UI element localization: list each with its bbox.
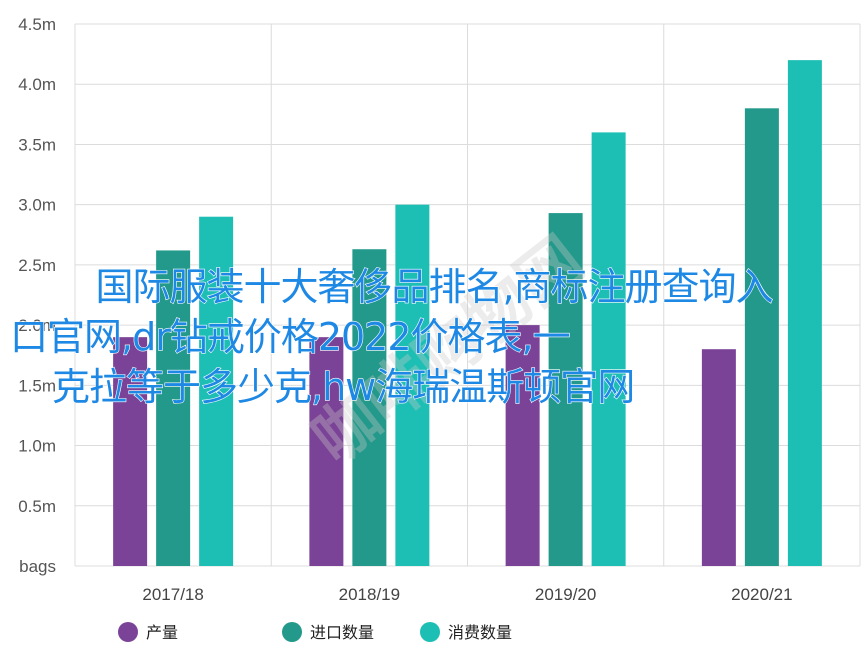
legend-label: 产量 [146, 623, 178, 642]
y-tick-label: 2.0m [18, 316, 56, 335]
x-tick-label: 2017/18 [142, 585, 203, 604]
bar-2-2 [352, 249, 387, 566]
y-tick-label: 1.5m [18, 376, 56, 395]
bar-3-1 [199, 216, 234, 566]
y-axis-ticks: bags 0.5m 1.0m 1.5m 2.0m 2.5m 3.0m 3.5m 4.0m 4.5m [18, 15, 56, 576]
legend: 产量 进口数量 消费数量 [118, 622, 512, 642]
overlay-headline: 国际服装十大奢侈品排名,商标注册查询入 口官网,dr钻戒价格2022价格表,一 … [0, 262, 868, 412]
x-axis-ticks: 2017/18 2018/19 2019/20 2020/21 [142, 585, 792, 604]
bar-3-4 [787, 60, 822, 567]
bar-1-2 [309, 337, 344, 566]
y-tick-label: 4.0m [18, 75, 56, 94]
bar-2-4 [744, 108, 779, 567]
x-tick-label: 2020/21 [731, 585, 792, 604]
bar-2-1 [156, 250, 191, 567]
y-tick-label: 3.0m [18, 196, 56, 215]
bar-1-3 [505, 325, 540, 566]
legend-label: 消费数量 [448, 623, 512, 642]
bar-1-4 [701, 349, 736, 566]
bar-3-2 [395, 204, 430, 566]
x-tick-label: 2018/19 [339, 585, 400, 604]
y-tick-label: 2.5m [18, 256, 56, 275]
legend-marker [118, 622, 138, 642]
bar-3-3 [591, 132, 626, 566]
legend-marker [420, 622, 440, 642]
bar-2-3 [548, 213, 583, 566]
overlay-line-3: 克拉等于多少克,hw海瑞温斯顿官网 [51, 364, 635, 409]
overlay-line-1: 国际服装十大奢侈品排名,商标注册查询入 [95, 264, 774, 309]
y-tick-label: 3.5m [18, 135, 56, 154]
y-tick-label: 4.5m [18, 15, 56, 34]
overlay-line-2: 口官网,dr钻戒价格2022价格表,一 [9, 314, 571, 359]
legend-marker [282, 622, 302, 642]
x-tick-label: 2019/20 [535, 585, 596, 604]
y-tick-label: bags [19, 557, 56, 576]
y-tick-label: 0.5m [18, 497, 56, 516]
bars [113, 60, 822, 567]
bar-1-1 [113, 337, 148, 566]
legend-label: 进口数量 [310, 623, 374, 642]
y-tick-label: 1.0m [18, 437, 56, 456]
